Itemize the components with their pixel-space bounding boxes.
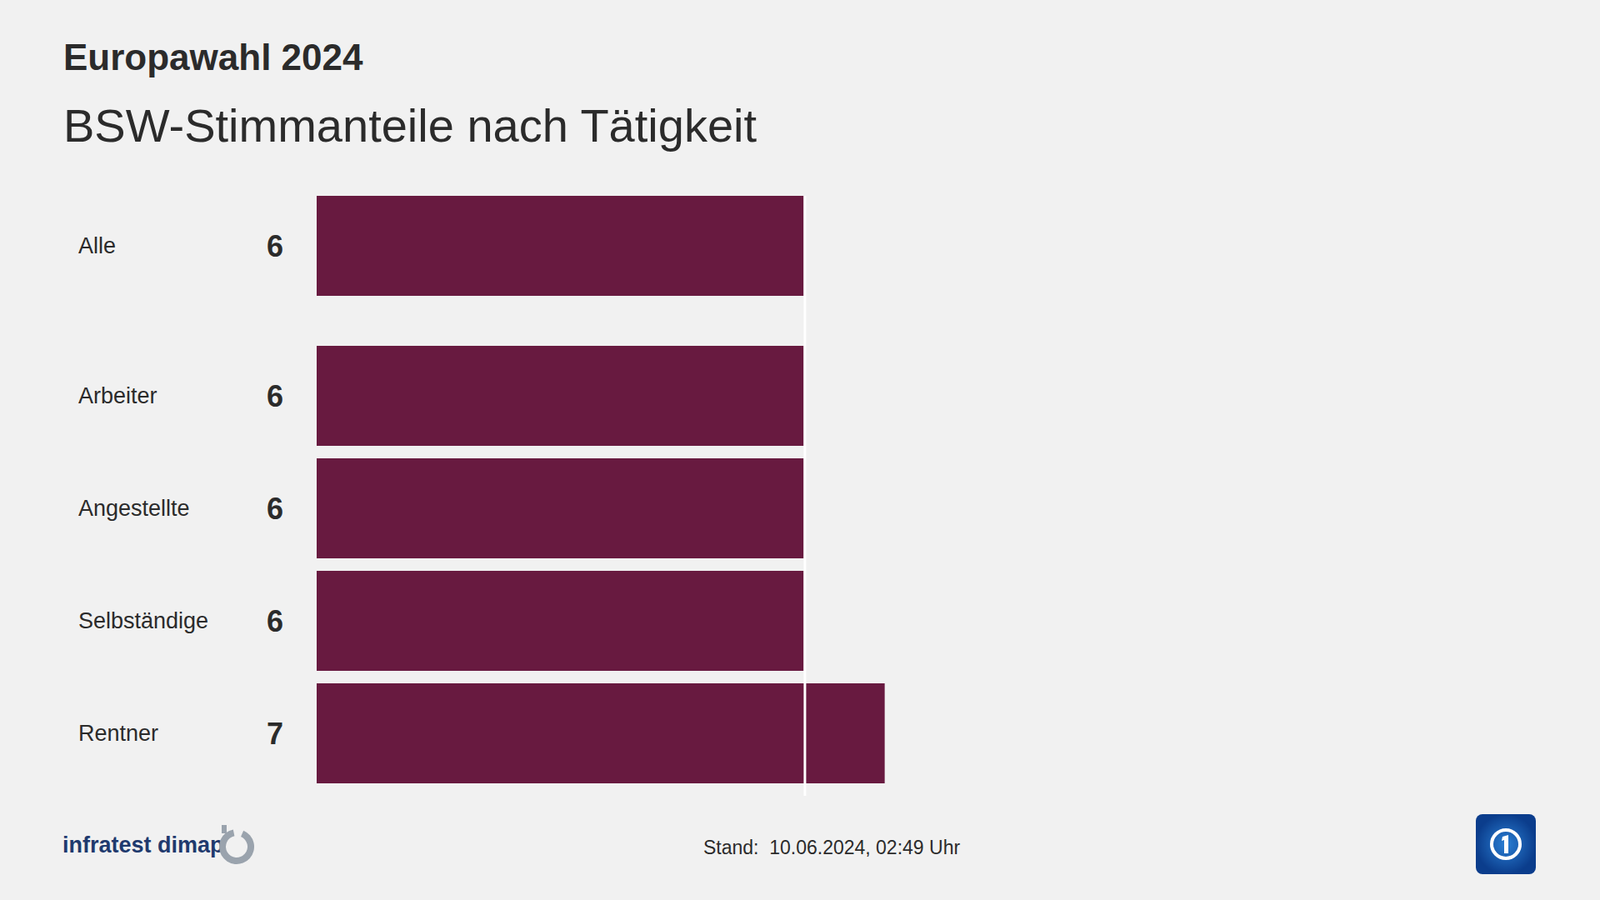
header: Europawahl 2024 bbox=[63, 36, 364, 78]
data-label: 6 bbox=[266, 229, 284, 264]
logo-glyph bbox=[1501, 835, 1509, 854]
category-label: Arbeiter bbox=[78, 383, 158, 409]
background bbox=[0, 0, 1600, 900]
bar bbox=[316, 458, 804, 559]
logo-ring bbox=[219, 829, 255, 865]
logo-box bbox=[1475, 814, 1536, 875]
source-logo bbox=[219, 825, 255, 865]
category-label: Rentner bbox=[78, 720, 159, 746]
logo-dot bbox=[221, 825, 227, 834]
source: infratest dimap bbox=[62, 832, 225, 858]
data-label: 6 bbox=[266, 604, 284, 639]
data-label: 6 bbox=[266, 491, 284, 526]
title: BSW-Stimmanteile nach Tätigkeit bbox=[63, 99, 757, 152]
data-label: 6 bbox=[266, 379, 284, 414]
bar bbox=[316, 345, 804, 446]
logo-circle bbox=[1491, 830, 1520, 859]
timestamp: Stand: 10.06.2024, 02:49 Uhr bbox=[703, 836, 961, 859]
broadcaster-logo bbox=[1475, 814, 1536, 875]
category-label: Alle bbox=[78, 233, 116, 259]
bar bbox=[316, 570, 804, 671]
reference-line bbox=[803, 195, 806, 796]
category-label: Angestellte bbox=[78, 495, 190, 521]
bars bbox=[316, 195, 885, 784]
data-label: 7 bbox=[266, 716, 284, 751]
chart: Europawahl 2024 BSW-Stimmanteile nach Tät… bbox=[0, 0, 1600, 900]
bar bbox=[316, 683, 885, 784]
bar bbox=[316, 195, 804, 296]
category-label: Selbständige bbox=[78, 608, 209, 634]
